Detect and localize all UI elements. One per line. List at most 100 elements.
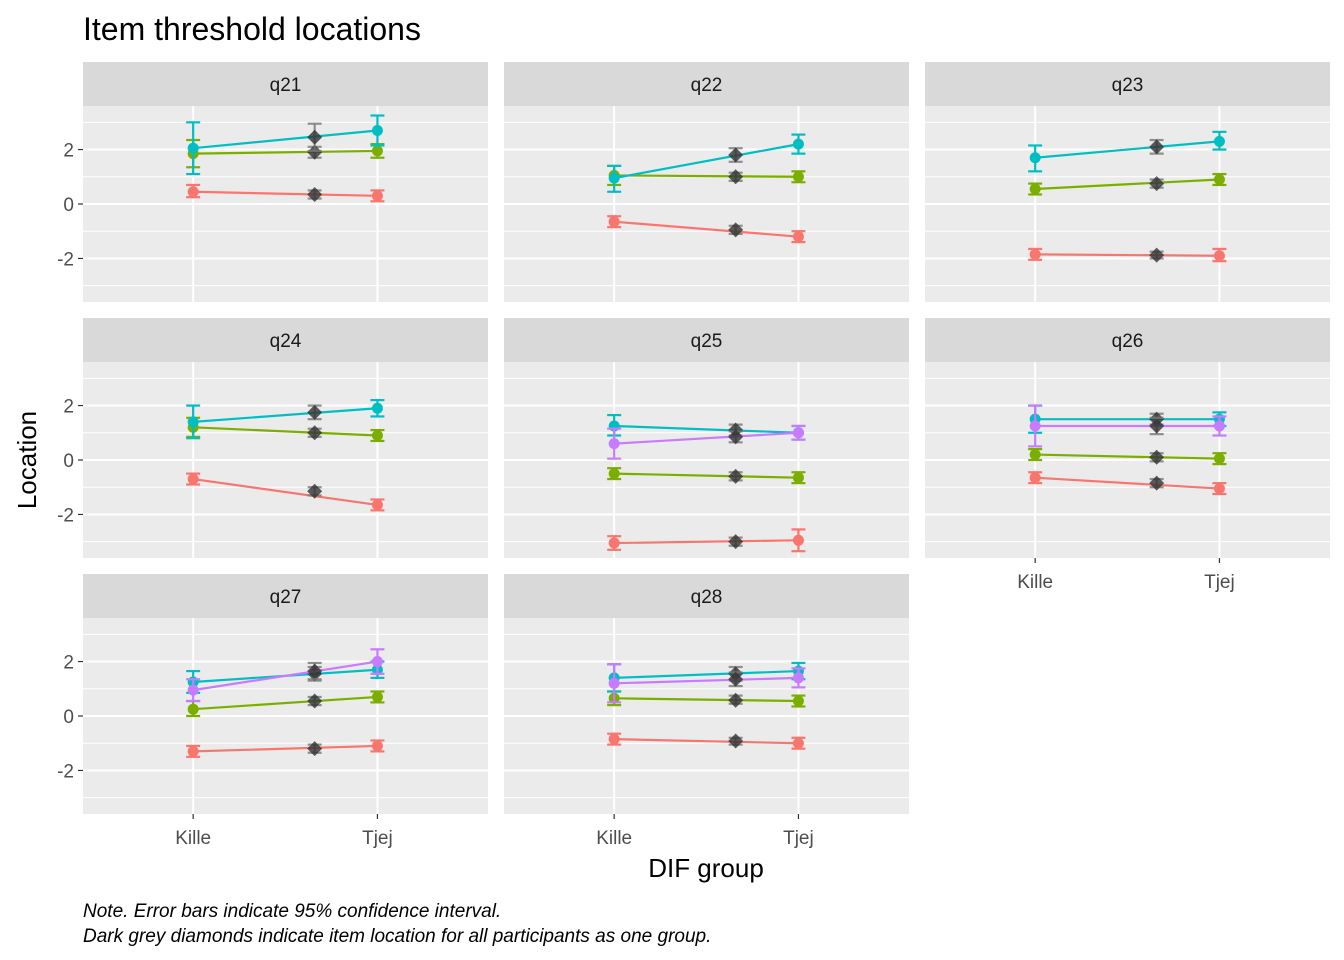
all-diamond bbox=[1149, 176, 1165, 192]
point-tjej bbox=[1213, 420, 1225, 432]
threshold-line bbox=[193, 744, 378, 753]
all-diamond bbox=[728, 671, 744, 687]
threshold-line bbox=[614, 539, 799, 545]
threshold-1 bbox=[607, 215, 806, 244]
threshold-1 bbox=[186, 183, 385, 203]
panel-q22: q22 bbox=[504, 62, 909, 302]
point-kille bbox=[187, 745, 199, 757]
threshold-line bbox=[613, 143, 799, 180]
threshold-line bbox=[1035, 453, 1220, 460]
threshold-line bbox=[1035, 253, 1220, 257]
strip-bg bbox=[925, 318, 1330, 362]
all-diamond bbox=[1149, 139, 1165, 155]
threshold-line bbox=[614, 220, 799, 238]
threshold-1 bbox=[607, 528, 806, 553]
point-kille bbox=[187, 186, 199, 198]
point-kille bbox=[1029, 248, 1041, 260]
strip-bg bbox=[504, 318, 909, 362]
x-tick-label: Tjej bbox=[1204, 572, 1235, 593]
point-tjej bbox=[792, 427, 804, 439]
threshold-4 bbox=[607, 663, 806, 704]
strip-label: q24 bbox=[270, 331, 302, 352]
threshold-line bbox=[193, 426, 378, 437]
all-diamond bbox=[307, 693, 323, 709]
point-tjej bbox=[1213, 250, 1225, 262]
all-diamond bbox=[728, 169, 744, 185]
strip-bg bbox=[83, 574, 488, 618]
panel-q25: q25 bbox=[504, 318, 909, 558]
threshold-2 bbox=[607, 467, 806, 485]
all-diamond bbox=[728, 692, 744, 708]
point-tjej bbox=[371, 691, 383, 703]
threshold-2 bbox=[1028, 172, 1227, 196]
point-tjej bbox=[371, 190, 383, 202]
panel-q26: q26 bbox=[925, 318, 1330, 558]
threshold-line bbox=[193, 477, 378, 507]
y-tick-label: 0 bbox=[63, 451, 74, 472]
all-diamond bbox=[307, 404, 323, 420]
point-tjej bbox=[1213, 483, 1225, 495]
point-tjej bbox=[792, 672, 804, 684]
x-axis-title: DIF group bbox=[648, 853, 764, 883]
threshold-3 bbox=[1028, 130, 1227, 173]
point-tjej bbox=[1213, 135, 1225, 147]
point-kille bbox=[1029, 449, 1041, 461]
all-diamond bbox=[728, 429, 744, 445]
point-kille bbox=[187, 684, 199, 696]
threshold-line bbox=[614, 424, 799, 434]
y-axis-title: Location bbox=[12, 411, 42, 509]
threshold-line bbox=[614, 431, 799, 445]
strip-bg bbox=[504, 574, 909, 618]
point-kille bbox=[608, 733, 620, 745]
x-tick-label: Tjej bbox=[362, 828, 393, 849]
point-tjej bbox=[1213, 174, 1225, 185]
point-kille bbox=[608, 172, 620, 184]
threshold-line bbox=[193, 407, 378, 423]
point-tjej bbox=[1213, 453, 1225, 465]
point-tjej bbox=[792, 231, 804, 243]
threshold-line bbox=[1035, 178, 1220, 191]
all-diamond bbox=[307, 483, 323, 499]
point-tjej bbox=[792, 737, 804, 749]
point-kille bbox=[187, 416, 199, 428]
panel-q23: q23 bbox=[925, 62, 1330, 302]
strip-label: q27 bbox=[270, 587, 302, 608]
point-tjej bbox=[792, 695, 804, 707]
all-diamond bbox=[728, 733, 744, 749]
threshold-line bbox=[1035, 476, 1220, 490]
all-diamond bbox=[728, 468, 744, 484]
point-kille bbox=[608, 537, 620, 549]
point-tjej bbox=[371, 499, 383, 511]
all-diamond bbox=[307, 663, 323, 679]
threshold-2 bbox=[1028, 448, 1227, 466]
point-tjej bbox=[792, 472, 804, 484]
all-diamond bbox=[1149, 475, 1165, 491]
strip-bg bbox=[504, 62, 909, 106]
all-diamond bbox=[307, 741, 323, 757]
threshold-4 bbox=[607, 424, 806, 460]
threshold-line bbox=[614, 472, 799, 479]
point-tjej bbox=[371, 145, 383, 157]
panel-q27: q27 bbox=[83, 574, 488, 814]
point-kille bbox=[187, 473, 199, 485]
strip-label: q25 bbox=[691, 331, 723, 352]
all-diamond bbox=[1149, 247, 1165, 263]
axes: -2 0 2 -2 0 2 Kille Tjej -2 0 2 Kille Tjej Kille Tjej bbox=[57, 141, 1235, 849]
all-diamond bbox=[307, 186, 323, 202]
y-tick-label: 0 bbox=[63, 195, 74, 216]
point-tjej bbox=[371, 125, 383, 136]
all-diamond bbox=[1149, 449, 1165, 465]
point-kille bbox=[608, 438, 620, 450]
point-kille bbox=[1029, 152, 1041, 164]
note-line-1: Note. Error bars indicate 95% confidence… bbox=[83, 901, 501, 922]
point-tjej bbox=[371, 740, 383, 752]
chart-title: Item threshold locations bbox=[83, 11, 421, 47]
threshold-1 bbox=[1028, 471, 1227, 496]
all-diamond bbox=[728, 222, 744, 238]
threshold-1 bbox=[607, 732, 806, 750]
y-tick-label: -2 bbox=[57, 761, 74, 782]
point-kille bbox=[1029, 420, 1041, 432]
point-tjej bbox=[792, 534, 804, 546]
all-diamond bbox=[307, 144, 323, 160]
